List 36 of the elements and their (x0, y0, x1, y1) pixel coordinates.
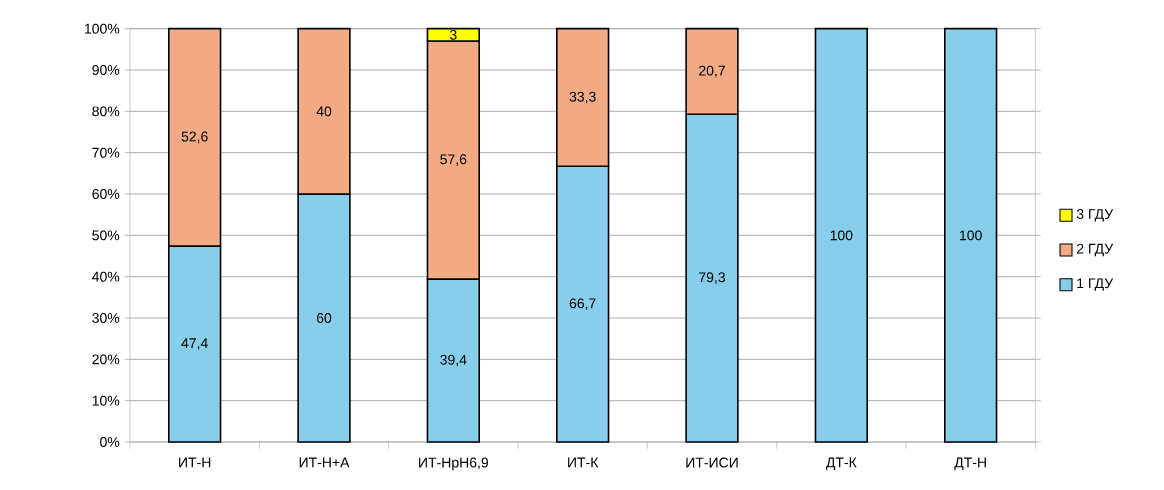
data-label: 3 (449, 29, 457, 40)
x-tick-label: ДТ-К (826, 457, 857, 471)
data-label: 39,4 (440, 354, 467, 367)
data-label: 100 (830, 230, 853, 241)
data-label: 47,4 (181, 338, 208, 350)
legend-label: 2 ГДУ (1076, 243, 1114, 257)
y-tick-label: 30% (92, 313, 120, 323)
data-label: 66,7 (569, 298, 596, 310)
data-label: 40 (316, 106, 332, 117)
data-label: 20,7 (699, 65, 725, 78)
legend-label: 1 ГДУ (1077, 278, 1114, 291)
legend-label: 3 ГДУ (1076, 209, 1114, 222)
y-tick-label: 80% (92, 106, 120, 117)
data-label: 60 (316, 313, 332, 323)
data-label: 52,6 (181, 131, 208, 144)
y-tick-label: 90% (92, 65, 120, 75)
y-tick-label: 0% (100, 437, 120, 447)
x-tick-label: ИТ-Н+А (299, 457, 350, 468)
y-tick-label: 10% (92, 395, 120, 406)
y-tick-label: 60% (92, 189, 120, 199)
x-tick-label: ИТ-К (568, 457, 599, 468)
data-label: 79,3 (699, 272, 726, 284)
x-tick-label: ИТ-Н (179, 457, 211, 468)
data-label: 57,6 (440, 154, 467, 166)
x-tick-label: ИТ-ИСИ (686, 457, 738, 468)
x-tick-label: ИТ-НрН6,9 (419, 457, 489, 471)
bar (814, 27, 868, 443)
y-tick-label: 20% (92, 354, 120, 365)
y-tick-label: 50% (92, 230, 120, 241)
y-tick-label: 70% (92, 147, 120, 158)
y-tick-label: 40% (92, 271, 120, 282)
x-tick-label: ДТ-Н (954, 457, 986, 471)
data-label: 33,3 (569, 91, 596, 104)
y-tick-label: 100% (85, 23, 120, 34)
bar (944, 27, 998, 443)
data-label: 100 (960, 230, 982, 241)
